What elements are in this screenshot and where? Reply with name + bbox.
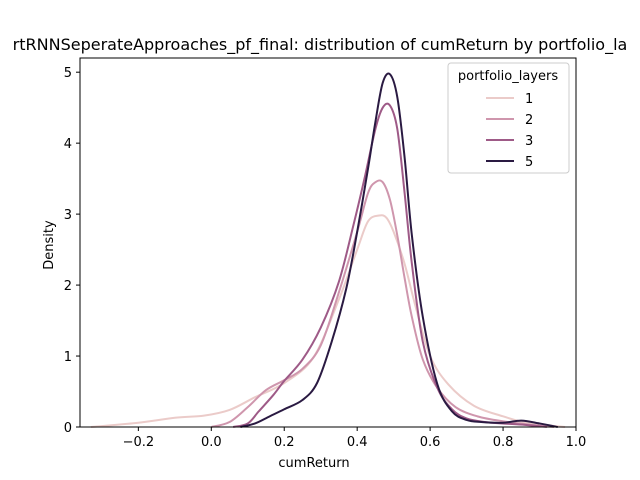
legend-label-1: 1: [525, 92, 533, 107]
y-tick-label: 5: [64, 66, 72, 81]
y-axis-label: Density: [42, 220, 57, 270]
x-tick-label: 0.6: [420, 435, 441, 450]
legend-items: 1 2 3 5: [486, 92, 533, 170]
plot-frame: [79, 57, 577, 428]
x-axis-label: cumReturn: [278, 456, 349, 471]
y-tick-label: 2: [64, 279, 72, 294]
x-tick-label: 0.0: [201, 435, 222, 450]
y-tick-label: 3: [64, 208, 72, 223]
series-layer: [90, 72, 566, 428]
legend-label-2: 2: [525, 113, 533, 128]
x-tick-label: 0.4: [347, 435, 368, 450]
chart-title: rtRNNSeperateApproaches_pf_final: distri…: [13, 35, 628, 55]
y-tick-label: 4: [64, 137, 72, 152]
y-tick-label: 1: [64, 350, 72, 365]
series-line-1: [90, 214, 566, 428]
legend: portfolio_layers 1 2 3 5: [447, 62, 570, 174]
y-tick-label: 0: [64, 421, 72, 436]
series-line-3: [232, 102, 547, 428]
legend-label-3: 3: [525, 134, 533, 149]
x-tick-label: −0.2: [123, 435, 155, 450]
legend-title: portfolio_layers: [458, 69, 558, 84]
axes-layer: −0.2 0.0 0.2 0.4 0.6 0.8 1.0 0 1 2 3 4 5: [64, 57, 587, 450]
series-line-2: [211, 179, 555, 428]
x-tick-label: 0.8: [493, 435, 514, 450]
x-tick-label: 0.2: [274, 435, 295, 450]
x-tick-label: 1.0: [566, 435, 587, 450]
series-line-5: [240, 72, 558, 428]
legend-label-5: 5: [525, 155, 533, 170]
